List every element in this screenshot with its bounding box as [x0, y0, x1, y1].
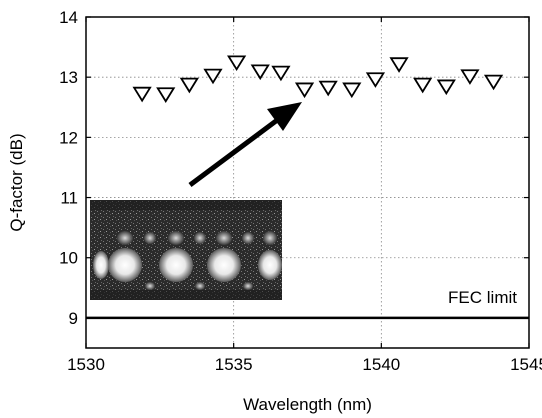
plot-frame	[85, 16, 530, 349]
data-point-marker	[389, 57, 409, 73]
y-tick-label: 13	[59, 68, 78, 87]
arrow-annotation	[188, 102, 302, 188]
data-point-marker	[460, 69, 480, 85]
data-point-marker	[271, 65, 291, 82]
data-point-marker	[250, 64, 270, 81]
data-point-marker	[483, 74, 504, 91]
y-axis-label: Q-factor (dB)	[7, 133, 26, 231]
y-tick-label: 11	[60, 189, 78, 208]
x-tick-label: 1545	[510, 355, 542, 374]
data-point-marker	[413, 77, 433, 94]
data-point-marker	[342, 82, 362, 99]
data-point-marker	[436, 79, 456, 96]
data-point-marker	[203, 68, 223, 85]
data-point-marker	[179, 77, 199, 94]
x-axis-label: Wavelength (nm)	[243, 395, 372, 414]
x-tick-label: 1535	[215, 355, 253, 374]
y-tick-label: 9	[69, 309, 78, 328]
eye-diagram-inset	[90, 200, 282, 300]
data-point-marker	[294, 82, 315, 99]
y-tick-label: 10	[59, 249, 78, 268]
x-tick-label: 1540	[362, 355, 400, 374]
data-point-marker	[365, 72, 386, 88]
axis-ticks: 1530 1535 1540 1545 9 10 11 12 13 14	[59, 8, 542, 374]
data-point-marker	[227, 55, 247, 72]
data-points	[132, 55, 504, 103]
fec-limit-label: FEC limit	[448, 288, 517, 307]
y-tick-label: 12	[59, 128, 78, 147]
x-tick-label: 1530	[67, 355, 105, 374]
data-point-marker	[156, 87, 176, 103]
y-tick-label: 14	[59, 8, 78, 27]
data-point-marker	[318, 80, 338, 97]
data-point-marker	[132, 86, 152, 103]
